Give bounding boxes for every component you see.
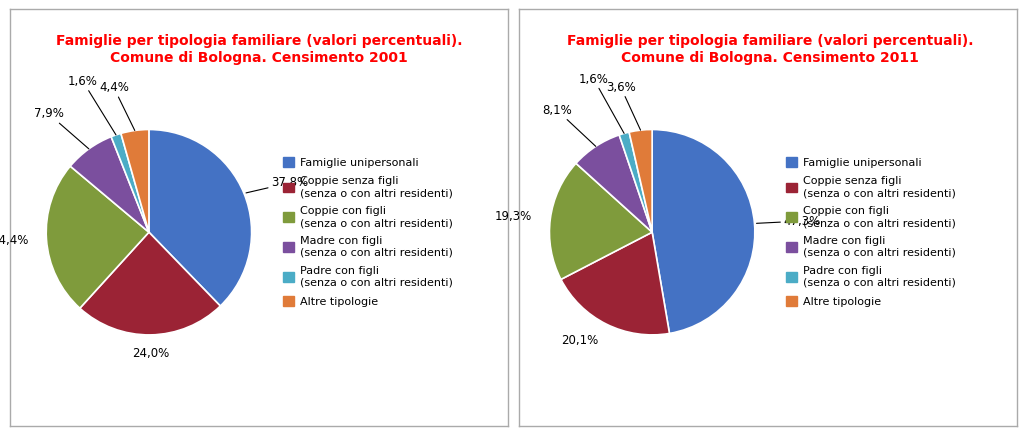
- Wedge shape: [46, 166, 149, 308]
- Text: 19,3%: 19,3%: [495, 210, 532, 223]
- Wedge shape: [652, 129, 755, 333]
- Wedge shape: [549, 163, 652, 280]
- Wedge shape: [576, 135, 652, 232]
- Text: 4,4%: 4,4%: [99, 81, 135, 130]
- Wedge shape: [149, 129, 252, 306]
- Text: 7,9%: 7,9%: [34, 108, 89, 149]
- Text: Famiglie per tipologia familiare (valori percentuali).
Comune di Bologna. Censim: Famiglie per tipologia familiare (valori…: [567, 34, 974, 64]
- Text: 8,1%: 8,1%: [542, 104, 596, 146]
- Wedge shape: [111, 133, 149, 232]
- Wedge shape: [121, 129, 149, 232]
- Wedge shape: [619, 132, 652, 232]
- Text: 37,8%: 37,8%: [246, 176, 308, 193]
- Wedge shape: [561, 232, 670, 335]
- Text: 47,3%: 47,3%: [757, 215, 821, 227]
- Legend: Famiglie unipersonali, Coppie senza figli
(senza o con altri residenti), Coppie : Famiglie unipersonali, Coppie senza figl…: [282, 157, 452, 307]
- Text: 20,1%: 20,1%: [561, 334, 598, 347]
- Text: 1,6%: 1,6%: [68, 75, 116, 135]
- Wedge shape: [80, 232, 221, 335]
- Wedge shape: [70, 137, 149, 232]
- Legend: Famiglie unipersonali, Coppie senza figli
(senza o con altri residenti), Coppie : Famiglie unipersonali, Coppie senza figl…: [786, 157, 955, 307]
- Wedge shape: [630, 129, 652, 232]
- Text: 1,6%: 1,6%: [579, 73, 624, 133]
- Text: 24,0%: 24,0%: [132, 347, 169, 360]
- Text: Famiglie per tipologia familiare (valori percentuali).
Comune di Bologna. Censim: Famiglie per tipologia familiare (valori…: [56, 34, 462, 64]
- Text: 24,4%: 24,4%: [0, 234, 28, 247]
- Text: 3,6%: 3,6%: [606, 81, 641, 130]
